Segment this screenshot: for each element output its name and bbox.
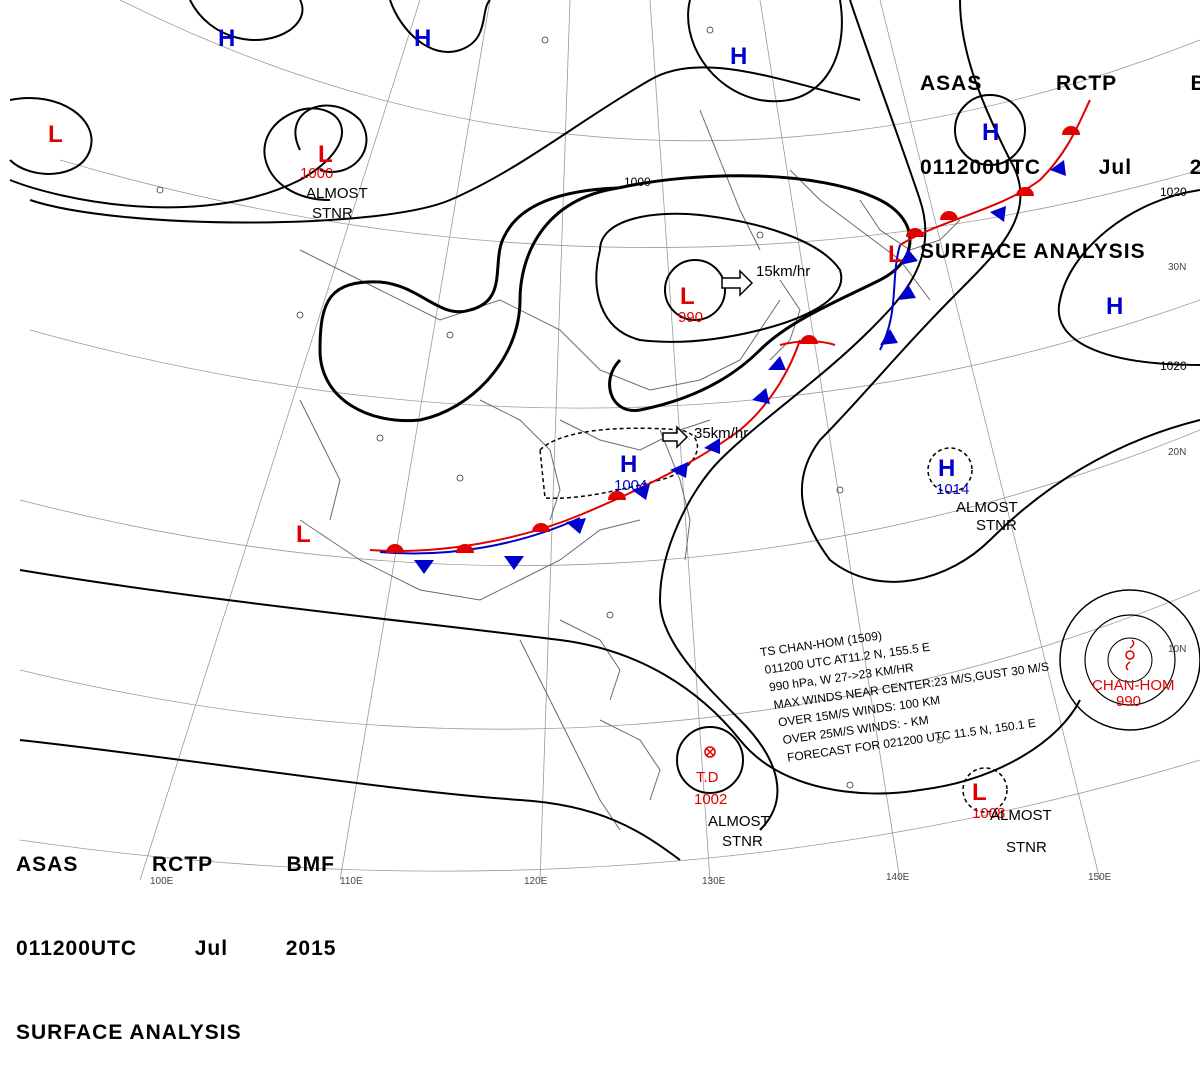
tropical-depression-icon (704, 746, 716, 758)
typhoon-pressure: 990 (1116, 693, 1141, 710)
high-taiwan-pressure: 1004 (614, 477, 647, 494)
lon-label-120e: 120E (524, 876, 548, 887)
isobar-label-1020-north: 1020 (1160, 185, 1187, 199)
td-label: T.D (696, 769, 719, 786)
lat-label-30n: 30N (1168, 262, 1186, 273)
lon-label-150e: 150E (1088, 872, 1112, 883)
high-subtrop-note2: STNR (976, 517, 1017, 534)
low-north-symbol: L (318, 141, 333, 168)
low-east-china-symbol: L (680, 283, 695, 310)
low-north-note2: STNR (312, 205, 353, 222)
lon-label-100e: 100E (150, 876, 174, 887)
motion-arrow-high (662, 425, 689, 449)
high-taiwan-symbol: H (620, 451, 637, 478)
high-subtrop-note1: ALMOST (956, 499, 1018, 516)
lon-label-140e: 140E (886, 872, 910, 883)
lat-label-10n: 10N (1168, 644, 1186, 655)
coastlines (299, 109, 961, 831)
station-plots (156, 26, 944, 789)
header-bottom-line2: 011200UTC Jul 2015 (16, 937, 337, 960)
high-mongolia-e-symbol: H (414, 25, 431, 52)
header-top: ASAS RCTP BMF 011200UTC Jul 2015 SURFACE… (920, 14, 1200, 294)
isobars (9, 0, 1200, 861)
low-north-pressure: 1000 (300, 165, 333, 182)
low-se-note2: STNR (1006, 839, 1047, 856)
lon-label-130e: 130E (702, 876, 726, 887)
warm-front-symbols (386, 126, 1080, 553)
low-se-symbol: L (972, 779, 987, 806)
header-top-line2: 011200UTC Jul 2015 (920, 156, 1200, 179)
header-bottom: ASAS RCTP BMF 011200UTC Jul 2015 SURFACE… (16, 795, 336, 1075)
motion-arrow-low (721, 269, 754, 297)
header-top-line1: ASAS RCTP BMF (920, 72, 1200, 95)
high-okhotsk-symbol: H (982, 119, 999, 146)
low-se-pressure: 1008 (972, 805, 1005, 822)
high-subtrop-pressure: 1014 (936, 481, 969, 498)
low-se-note1: ALMOST (990, 807, 1052, 824)
td-note2: STNR (722, 833, 763, 850)
high-manchuria-symbol: H (730, 43, 747, 70)
tropical-storm-icon (1125, 639, 1135, 671)
weather-map: 100E 110E 120E 130E 140E 150E 30N 20N 10… (9, 0, 1200, 887)
header-bottom-line3: SURFACE ANALYSIS (16, 1021, 242, 1044)
low-east-china-pressure: 990 (678, 309, 703, 326)
low-north-note1: ALMOST (306, 185, 368, 202)
isobars-dashed (539, 427, 1008, 813)
high-subtrop-symbol: H (938, 455, 955, 482)
low-east-china-motion: 15km/hr (756, 263, 810, 280)
high-taiwan-motion: 35km/hr (694, 425, 748, 442)
lat-label-20n: 20N (1168, 447, 1186, 458)
isobar-label-1020-east: 1020 (1160, 359, 1187, 373)
low-japan-symbol: L (888, 241, 903, 268)
high-pacific-symbol: H (1106, 293, 1123, 320)
td-note1: ALMOST (708, 813, 770, 830)
td-pressure: 1002 (694, 791, 727, 808)
lon-label-110e: 110E (340, 876, 363, 887)
low-northwest-symbol: L (48, 121, 63, 148)
ts-info-block: TS CHAN-HOM (1509) 011200 UTC AT11.2 N, … (759, 628, 1050, 764)
header-bottom-line1: ASAS RCTP BMF (16, 853, 335, 876)
cold-front-symbols (414, 160, 1066, 574)
isobar-label-1000: 1000 (624, 175, 651, 189)
low-south-china-symbol: L (296, 521, 311, 548)
high-mongolia-w-symbol: H (218, 25, 235, 52)
header-top-line3: SURFACE ANALYSIS (920, 240, 1146, 263)
typhoon-name: CHAN-HOM (1092, 677, 1175, 694)
